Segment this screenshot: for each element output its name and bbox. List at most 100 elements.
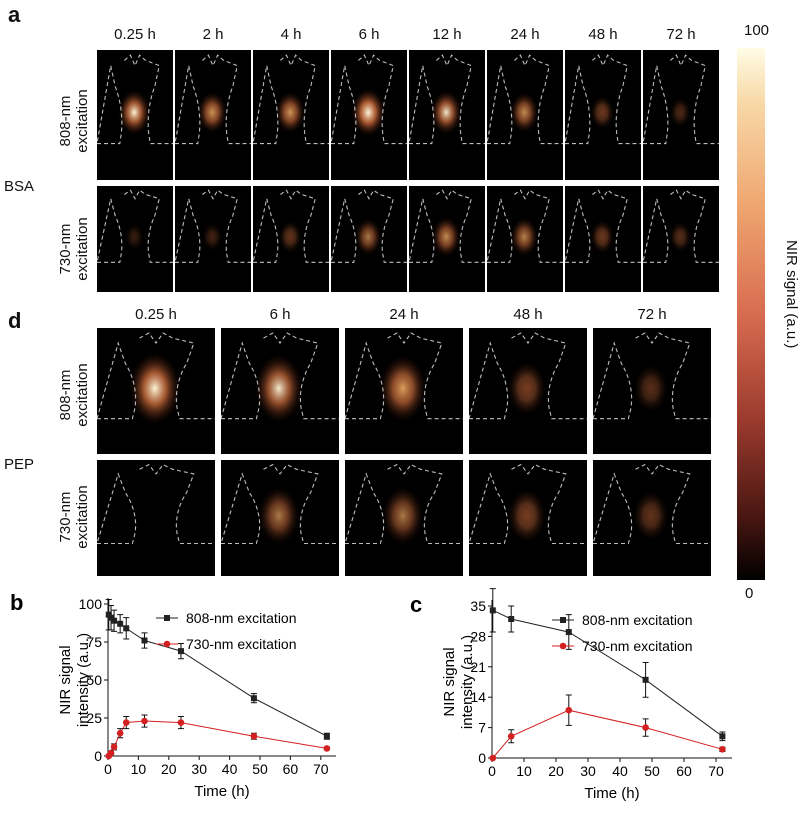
legend-entry: 808-nm excitation (186, 610, 297, 626)
mouse-outline (469, 332, 587, 420)
data-point (122, 719, 130, 726)
y-tick-label: 7 (478, 720, 486, 736)
fluorescence-signal (430, 90, 462, 135)
image-tile-a-808 (643, 50, 719, 180)
legend-marker (560, 617, 566, 623)
x-tick-label: 10 (131, 761, 147, 777)
image-tile-a-808 (487, 50, 563, 180)
y-tick-label: 50 (86, 672, 102, 688)
mouse-outline (565, 54, 641, 145)
legend-entry: 730-nm excitation (186, 636, 297, 652)
image-tile-a-730 (331, 186, 407, 292)
image-tile-a-808 (409, 50, 485, 180)
time-label-a: 0.25 h (114, 26, 156, 43)
image-tile-d-808 (593, 328, 711, 454)
fluorescence-signal (510, 217, 538, 257)
series-line-2 (108, 720, 327, 757)
y-tick-label: 21 (470, 659, 486, 675)
mouse-outline (593, 332, 711, 420)
x-tick-label: 60 (676, 763, 692, 779)
fluorescence-signal (432, 216, 461, 257)
x-tick-label: 20 (548, 763, 564, 779)
colorbar (737, 48, 765, 580)
fluorescence-signal (382, 486, 424, 545)
fluorescence-signal (507, 488, 546, 543)
data-point (642, 724, 649, 731)
image-tile-a-730 (643, 186, 719, 292)
data-point (323, 733, 330, 740)
time-label-a: 72 h (666, 26, 696, 43)
fluorescence-signal (124, 223, 144, 251)
data-point (642, 676, 649, 683)
data-point (116, 729, 124, 737)
fluorescence-signal (254, 354, 303, 423)
mouse-outline (175, 54, 251, 145)
fluorescence-signal (507, 361, 546, 416)
y-axis-label: NIR signalintensity (a.u.) (57, 633, 92, 727)
image-tile-d-808 (97, 328, 215, 454)
colorbar-max-label: 100 (744, 22, 770, 39)
x-tick-label: 50 (644, 763, 660, 779)
mouse-outline (345, 332, 463, 420)
fluorescence-signal (633, 490, 669, 541)
image-tile-a-808 (253, 50, 329, 180)
colorbar-min-label: 0 (745, 585, 754, 602)
time-label-d: 72 h (637, 306, 667, 323)
data-point (719, 733, 726, 740)
fluorescence-signal (351, 88, 386, 137)
data-point (507, 732, 515, 740)
fluorescence-signal (379, 355, 427, 422)
y-tick-label: 75 (86, 634, 102, 650)
data-point (141, 717, 148, 725)
y-tick-label: 14 (470, 689, 486, 705)
mouse-outline (487, 189, 563, 263)
x-tick-label: 50 (252, 761, 268, 777)
data-point (117, 620, 124, 627)
colorbar-axis-label: NIR signal (a.u.) (783, 240, 800, 349)
fluorescence-signal (202, 222, 223, 252)
x-tick-label: 30 (580, 763, 596, 779)
mouse-outline (253, 189, 329, 263)
row-label-d-808: 808-nm excitation (57, 363, 91, 427)
time-label-d: 24 h (389, 306, 419, 323)
mouse-outline (409, 54, 485, 145)
data-point (141, 637, 148, 644)
mouse-outline (97, 332, 215, 420)
time-label-a: 24 h (510, 26, 540, 43)
x-tick-label: 70 (313, 761, 329, 777)
time-label-a: 4 h (280, 26, 302, 43)
mouse-outline (253, 54, 329, 145)
mouse-outline (565, 189, 641, 263)
x-axis-label: Time (h) (194, 783, 249, 800)
fluorescence-signal (510, 92, 539, 133)
time-label-d: 0.25 h (135, 306, 177, 323)
time-label-d: 6 h (269, 306, 291, 323)
time-label-d: 48 h (513, 306, 543, 323)
legend-entry: 730-nm excitation (582, 638, 693, 654)
group-label-pep: PEP (4, 456, 35, 473)
fluorescence-signal (590, 95, 615, 130)
chart-c: c 0 10 20 30 40 50 60 70 0 7 14 21 28 35 Time (h) NIR si… (410, 588, 732, 802)
fluorescence-signal (197, 91, 227, 133)
mouse-outline (97, 189, 173, 263)
series-line-1 (492, 609, 723, 737)
row-label-a-730: 730-nm excitation (57, 217, 91, 281)
mouse-outline (409, 189, 485, 263)
image-tile-d-730 (221, 460, 339, 576)
image-tile-d-808 (221, 328, 339, 454)
panel-letter-d: d (8, 308, 22, 333)
time-label-a: 12 h (432, 26, 462, 43)
data-point (489, 607, 496, 614)
panel-letter-b: b (10, 590, 23, 615)
fluorescence-signal (278, 220, 302, 253)
y-tick-label: 35 (470, 598, 486, 614)
panel-letter-a: a (8, 2, 21, 27)
fluorescence-signal (258, 486, 300, 545)
legend-entry: 808-nm excitation (582, 612, 693, 628)
fluorescence-signal (118, 89, 151, 135)
data-point (250, 695, 257, 702)
y-tick-label: 0 (94, 748, 102, 764)
x-tick-label: 30 (191, 761, 207, 777)
x-tick-label: 70 (708, 763, 724, 779)
image-tile-d-808 (469, 328, 587, 454)
